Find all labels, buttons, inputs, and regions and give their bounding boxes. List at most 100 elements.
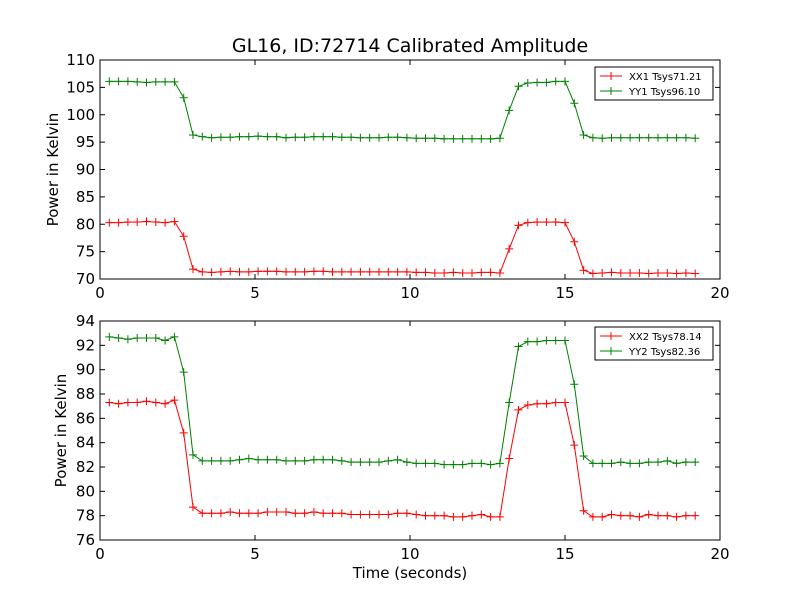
data-point xyxy=(375,510,383,519)
data-point xyxy=(663,456,672,465)
legend-entry: XX2 Tsys78.14 xyxy=(629,332,702,343)
data-point xyxy=(198,456,207,465)
data-point xyxy=(300,267,309,276)
data-point xyxy=(123,218,132,227)
data-point xyxy=(598,512,607,521)
data-point xyxy=(495,268,504,277)
data-point xyxy=(244,454,253,463)
data-point xyxy=(514,405,523,414)
data-point xyxy=(161,218,170,227)
legend-marker xyxy=(607,347,615,355)
data-point xyxy=(449,460,458,469)
data-point xyxy=(579,506,588,515)
data-point xyxy=(561,336,569,345)
data-point xyxy=(151,77,160,86)
data-point xyxy=(319,267,328,276)
y-tick-label: 82 xyxy=(76,458,95,476)
data-point xyxy=(663,511,672,520)
data-point xyxy=(449,134,458,143)
data-point xyxy=(384,133,393,142)
data-point xyxy=(254,509,263,518)
y-tick-label: 80 xyxy=(76,215,95,233)
data-point xyxy=(626,268,635,277)
data-point xyxy=(319,132,328,141)
data-point xyxy=(309,132,318,141)
data-point xyxy=(291,133,300,142)
data-point xyxy=(626,511,635,520)
data-point xyxy=(412,268,421,277)
data-point xyxy=(468,459,476,468)
data-point xyxy=(616,458,625,467)
data-point xyxy=(235,132,244,141)
data-point xyxy=(495,512,504,521)
data-point xyxy=(216,267,225,276)
data-point xyxy=(226,456,235,465)
data-point xyxy=(533,218,542,227)
data-point xyxy=(347,510,356,519)
y-tick-label: 85 xyxy=(76,188,95,206)
data-point xyxy=(123,335,132,344)
y-tick-label: 90 xyxy=(76,361,95,379)
legend-entry: YY1 Tsys96.10 xyxy=(628,87,700,98)
data-point xyxy=(616,511,625,520)
data-point xyxy=(551,218,560,227)
legend-frame xyxy=(594,326,714,361)
data-point xyxy=(672,459,681,468)
data-point xyxy=(607,133,616,142)
data-point xyxy=(505,106,514,115)
data-point xyxy=(523,337,532,346)
data-point xyxy=(412,510,421,519)
data-point xyxy=(133,218,142,227)
data-point xyxy=(337,509,346,518)
y-axis-label: Power in Kelvin xyxy=(44,113,62,227)
x-tick-label: 5 xyxy=(250,545,260,563)
data-point xyxy=(347,267,356,276)
data-point xyxy=(282,508,290,517)
data-point xyxy=(635,512,644,521)
data-point xyxy=(365,458,374,467)
data-point xyxy=(551,398,560,407)
data-point xyxy=(356,458,365,467)
series-line xyxy=(109,80,696,140)
data-point xyxy=(588,269,597,278)
data-point xyxy=(282,456,290,465)
data-point xyxy=(533,337,542,346)
data-point xyxy=(570,441,579,450)
data-point xyxy=(598,268,607,277)
subplot-2: 0 5 10 15 20 76 78 80 82 84 86 88 90 92 94 Time (second… xyxy=(52,312,730,582)
data-point xyxy=(486,512,495,521)
y-tick-label: 75 xyxy=(76,243,95,261)
data-point xyxy=(272,455,281,464)
data-point xyxy=(328,455,337,464)
x-tick-label: 15 xyxy=(555,284,574,302)
data-point xyxy=(505,244,514,253)
data-point xyxy=(449,512,458,521)
data-point xyxy=(216,456,225,465)
data-point xyxy=(421,511,430,520)
data-point xyxy=(440,134,449,143)
data-point xyxy=(170,217,179,226)
data-point xyxy=(207,268,216,277)
data-point xyxy=(226,267,235,276)
data-point xyxy=(319,509,328,518)
y-tick-label: 86 xyxy=(76,409,95,427)
legend-frame xyxy=(594,66,714,101)
data-point xyxy=(542,336,551,345)
series-2 xyxy=(105,77,700,143)
data-point xyxy=(440,460,449,469)
data-point xyxy=(235,267,244,276)
data-point xyxy=(561,77,569,86)
data-point xyxy=(393,267,402,276)
data-point xyxy=(654,511,662,520)
data-point xyxy=(151,398,160,407)
data-point xyxy=(254,455,263,464)
data-point xyxy=(309,455,318,464)
data-point xyxy=(244,267,253,276)
data-point xyxy=(588,133,597,142)
data-point xyxy=(133,398,142,407)
data-point xyxy=(189,265,197,274)
data-point xyxy=(654,133,662,142)
data-point xyxy=(356,510,365,519)
data-point xyxy=(384,267,393,276)
data-point xyxy=(189,450,197,459)
